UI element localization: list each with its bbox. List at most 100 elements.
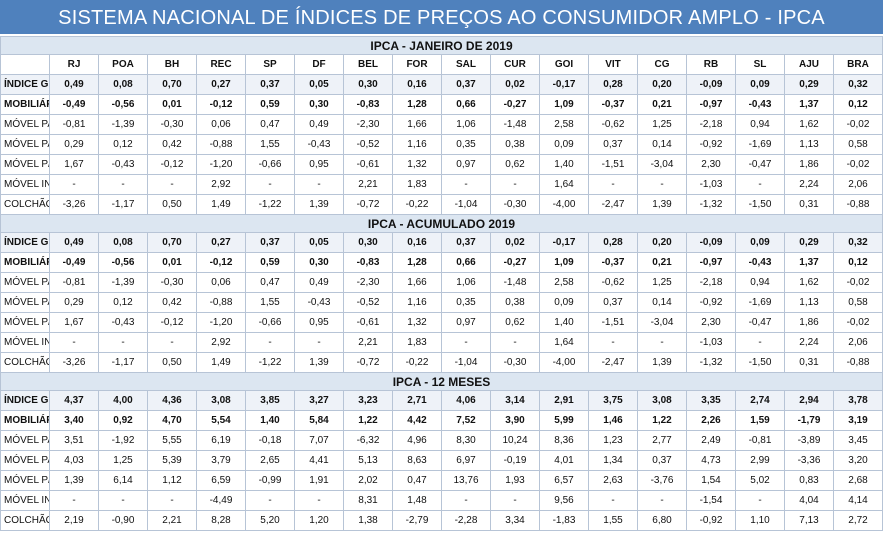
cell-value: 3,90 — [490, 410, 540, 431]
cell-value: 3,45 — [833, 430, 883, 451]
cell-value: 1,67 — [49, 312, 99, 333]
cell-value: 0,38 — [490, 292, 540, 313]
cell-value: 0,06 — [196, 114, 246, 135]
cell-value: -0,27 — [490, 252, 540, 273]
data-row: ÍNDICE GERAL4,374,004,363,083,853,273,23… — [0, 390, 883, 411]
cell-value: 0,30 — [294, 94, 344, 115]
cell-value: 2,74 — [735, 390, 785, 411]
cell-value: 0,94 — [735, 272, 785, 293]
cell-value: 3,08 — [196, 390, 246, 411]
data-row: MÓVEL PARA SALA-0,81-1,39-0,300,060,470,… — [0, 272, 883, 293]
cell-value: 0,29 — [784, 232, 834, 253]
row-label: MÓVEL PARA QUARTO — [0, 450, 50, 471]
cell-value: 2,30 — [686, 154, 736, 175]
column-header: AJU — [784, 54, 834, 75]
cell-value: 4,01 — [539, 450, 589, 471]
cell-value: - — [49, 332, 99, 353]
cell-value: 8,28 — [196, 510, 246, 531]
column-header — [0, 54, 50, 75]
cell-value: 1,91 — [294, 470, 344, 491]
row-label: MOBILIÁRIO — [0, 252, 50, 273]
cell-value: 13,76 — [441, 470, 491, 491]
cell-value: 0,49 — [294, 114, 344, 135]
cell-value: -3,89 — [784, 430, 834, 451]
cell-value: -0,72 — [343, 194, 393, 215]
cell-value: - — [245, 490, 295, 511]
data-row: MÓVEL INFANTIL---2,92--2,211,83--1,64---… — [0, 332, 883, 353]
cell-value: -1,69 — [735, 292, 785, 313]
cell-value: 1,46 — [588, 410, 638, 431]
cell-value: 0,09 — [539, 134, 589, 155]
cell-value: 2,58 — [539, 114, 589, 135]
cell-value: 2,72 — [833, 510, 883, 531]
cell-value: -1,17 — [98, 194, 148, 215]
cell-value: -3,76 — [637, 470, 687, 491]
cell-value: 2,21 — [343, 174, 393, 195]
cell-value: - — [637, 490, 687, 511]
cell-value: 6,57 — [539, 470, 589, 491]
cell-value: - — [294, 490, 344, 511]
section-header-row: IPCA - ACUMULADO 2019 — [0, 214, 883, 233]
cell-value: 1,38 — [343, 510, 393, 531]
cell-value: 3,19 — [833, 410, 883, 431]
cell-value: 0,95 — [294, 312, 344, 333]
cell-value: 1,62 — [784, 114, 834, 135]
cell-value: 1,37 — [784, 252, 834, 273]
cell-value: -1,50 — [735, 194, 785, 215]
cell-value: 2,30 — [686, 312, 736, 333]
cell-value: -0,66 — [245, 154, 295, 175]
data-row: MÓVEL PARA SALA3,51-1,925,556,19-0,187,0… — [0, 430, 883, 451]
cell-value: 1,39 — [637, 352, 687, 373]
data-row: MOBILIÁRIO3,400,924,705,541,405,841,224,… — [0, 410, 883, 431]
cell-value: -0,37 — [588, 252, 638, 273]
cell-value: -0,37 — [588, 94, 638, 115]
data-row: ÍNDICE GERAL0,490,080,700,270,370,050,30… — [0, 74, 883, 95]
row-label: MOBILIÁRIO — [0, 410, 50, 431]
cell-value: 2,24 — [784, 174, 834, 195]
cell-value: 3,79 — [196, 450, 246, 471]
cell-value: -3,36 — [784, 450, 834, 471]
cell-value: 2,92 — [196, 332, 246, 353]
cell-value: 3,75 — [588, 390, 638, 411]
cell-value: - — [98, 174, 148, 195]
cell-value: -0,02 — [833, 114, 883, 135]
cell-value: -0,99 — [245, 470, 295, 491]
cell-value: -1,79 — [784, 410, 834, 431]
data-row: MÓVEL P/ COPA E COZINHA1,67-0,43-0,12-1,… — [0, 312, 883, 333]
cell-value: 1,64 — [539, 174, 589, 195]
cell-value: 2,91 — [539, 390, 589, 411]
cell-value: 0,35 — [441, 134, 491, 155]
data-row: MÓVEL PARA SALA-0,81-1,39-0,300,060,470,… — [0, 114, 883, 135]
cell-value: 0,50 — [147, 352, 197, 373]
cell-value: 1,28 — [392, 252, 442, 273]
cell-value: 1,93 — [490, 470, 540, 491]
cell-value: 8,63 — [392, 450, 442, 471]
cell-value: - — [147, 490, 197, 511]
cell-value: 0,94 — [735, 114, 785, 135]
cell-value: 1,22 — [637, 410, 687, 431]
cell-value: -0,92 — [686, 292, 736, 313]
section-header-row: IPCA - JANEIRO DE 2019 — [0, 36, 883, 55]
cell-value: -4,49 — [196, 490, 246, 511]
cell-value: 1,59 — [735, 410, 785, 431]
cell-value: -0,61 — [343, 154, 393, 175]
cell-value: 7,13 — [784, 510, 834, 531]
cell-value: 0,30 — [343, 232, 393, 253]
cell-value: - — [294, 174, 344, 195]
cell-value: 0,02 — [490, 232, 540, 253]
cell-value: -0,19 — [490, 450, 540, 471]
cell-value: 0,30 — [343, 74, 393, 95]
cell-value: 6,97 — [441, 450, 491, 471]
cell-value: 2,02 — [343, 470, 393, 491]
cell-value: 0,29 — [49, 292, 99, 313]
cell-value: 1,66 — [392, 272, 442, 293]
cell-value: 1,09 — [539, 252, 589, 273]
cell-value: -2,47 — [588, 352, 638, 373]
row-label: MÓVEL P/ COPA E COZINHA — [0, 312, 50, 333]
cell-value: -0,09 — [686, 232, 736, 253]
row-label: MÓVEL P/ COPA E COZINHA — [0, 154, 50, 175]
cell-value: 1,25 — [637, 272, 687, 293]
cell-value: -1,50 — [735, 352, 785, 373]
column-header: POA — [98, 54, 148, 75]
cell-value: 2,71 — [392, 390, 442, 411]
